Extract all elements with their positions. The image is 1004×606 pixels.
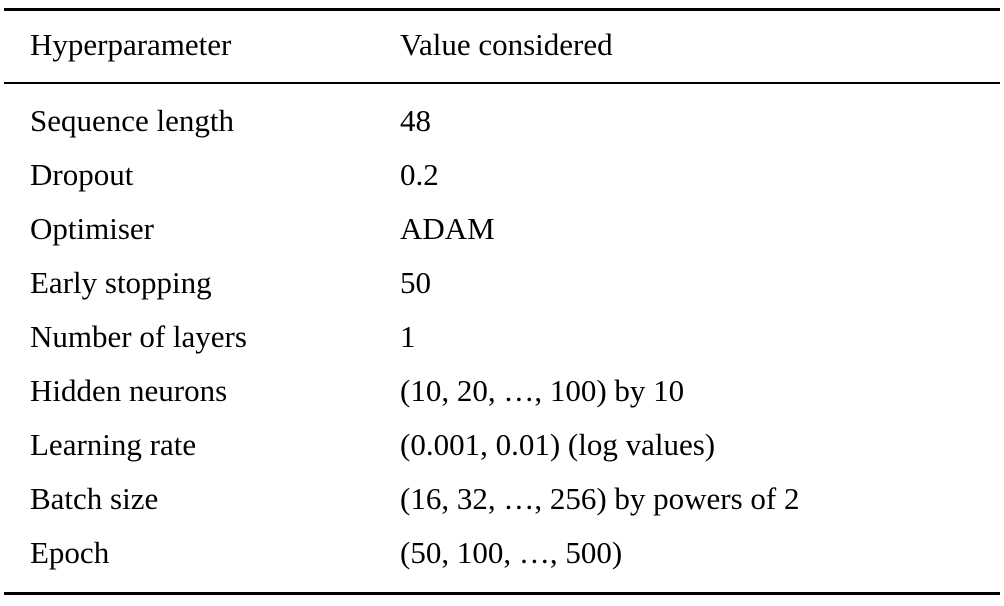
param-cell: Number of layers — [30, 319, 247, 354]
value-cell: 50 — [400, 265, 431, 300]
table-row: Batch size (16, 32, …, 256) by powers of… — [30, 472, 1000, 526]
value-cell: 0.2 — [400, 157, 439, 192]
header-hyperparameter: Hyperparameter — [30, 27, 232, 62]
value-cell: (0.001, 0.01) (log values) — [400, 427, 716, 462]
table-row: Sequence length 48 — [30, 94, 1000, 148]
value-cell: ADAM — [400, 211, 495, 246]
table-row: Number of layers 1 — [30, 310, 1000, 364]
value-cell: (50, 100, …, 500) — [400, 535, 623, 570]
param-cell: Optimiser — [30, 211, 154, 246]
param-cell: Epoch — [30, 535, 110, 570]
param-cell: Learning rate — [30, 427, 197, 462]
param-cell: Early stopping — [30, 265, 212, 300]
value-cell: 48 — [400, 103, 431, 138]
param-cell: Sequence length — [30, 103, 235, 138]
table-row: Dropout 0.2 — [30, 148, 1000, 202]
value-cell: (10, 20, …, 100) by 10 — [400, 373, 685, 408]
value-cell: (16, 32, …, 256) by powers of 2 — [400, 481, 800, 516]
table-header-row: Hyperparameter Value considered — [4, 11, 1000, 84]
value-cell: 1 — [400, 319, 416, 354]
table-row: Epoch (50, 100, …, 500) — [30, 526, 1000, 580]
table-row: Hidden neurons (10, 20, …, 100) by 10 — [30, 364, 1000, 418]
hyperparameter-table: Hyperparameter Value considered Sequence… — [4, 8, 1000, 595]
table-row: Early stopping 50 — [30, 256, 1000, 310]
table-body: Sequence length 48 Dropout 0.2 Optimiser… — [4, 84, 1000, 592]
param-cell: Batch size — [30, 481, 159, 516]
param-cell: Hidden neurons — [30, 373, 228, 408]
header-value-considered: Value considered — [400, 27, 613, 62]
table-row: Optimiser ADAM — [30, 202, 1000, 256]
param-cell: Dropout — [30, 157, 134, 192]
table-row: Learning rate (0.001, 0.01) (log values) — [30, 418, 1000, 472]
